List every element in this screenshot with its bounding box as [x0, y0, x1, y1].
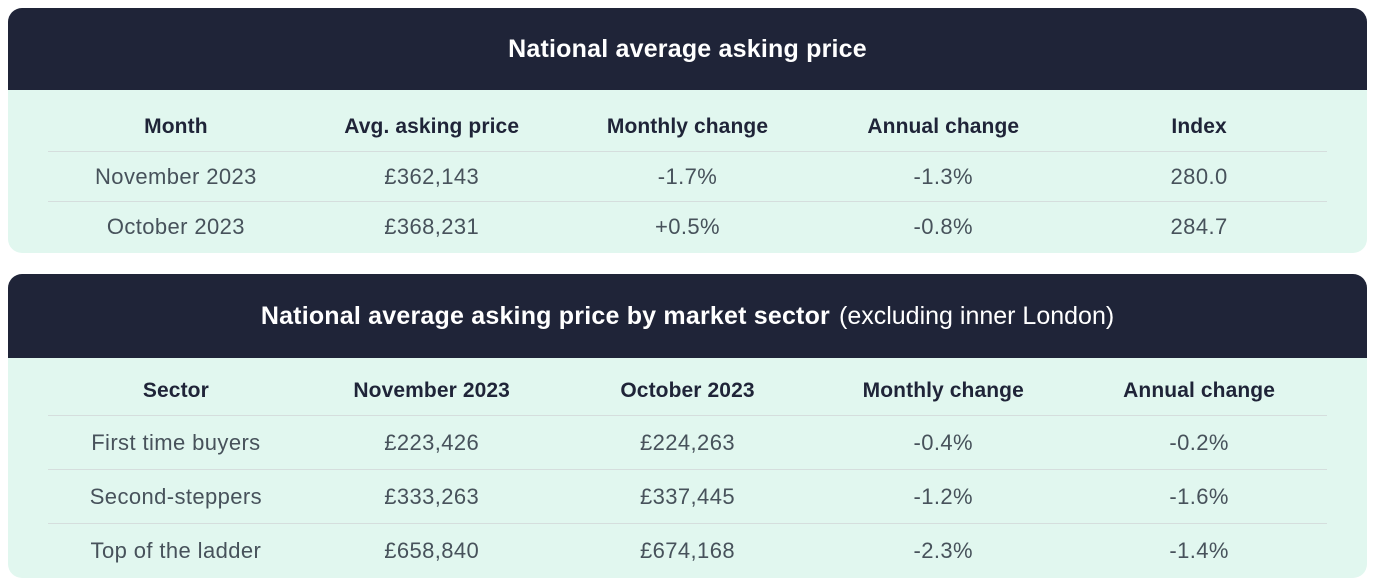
table-cell: 280.0 — [1170, 163, 1228, 189]
table-cell: -1.6% — [1169, 483, 1229, 509]
table-cell: £224,263 — [640, 429, 735, 455]
column-header: Annual change — [867, 114, 1020, 138]
table-row: First time buyers £223,426 £224,263 -0.4% -0… — [48, 416, 1327, 470]
table-cell: -1.3% — [913, 163, 974, 189]
table-cell: Top of the ladder — [90, 538, 262, 563]
table-cell: £337,445 — [640, 483, 735, 509]
table-rows: First time buyers £223,426 £224,263 -0.4% -0… — [48, 416, 1327, 578]
table-cell: Second-steppers — [89, 483, 263, 509]
table-title: National average asking price by market … — [260, 301, 830, 330]
table-row: October 2023 £368,231 +0.5% -0.8% 284.7 — [48, 202, 1327, 252]
table-title-bar: National average asking price — [8, 8, 1367, 90]
table-cell: October 2023 — [106, 214, 245, 239]
table-header-row: Sector November 2023 October 2023 Monthly c… — [48, 366, 1327, 416]
table-cell: 284.7 — [1170, 214, 1228, 239]
table-title-bar: National average asking price by market … — [8, 274, 1367, 358]
column-header: Monthly change — [606, 114, 769, 138]
table-cell: -2.3% — [913, 538, 974, 563]
table-cell: -1.4% — [1169, 538, 1229, 563]
table-cell: -1.7% — [657, 163, 718, 189]
table-rows: November 2023 £362,143 -1.7% -1.3% 280.0 Octo… — [48, 152, 1327, 252]
table-cell: -0.2% — [1169, 429, 1229, 455]
column-header: Month — [144, 114, 208, 138]
table-cell: £658,840 — [384, 538, 480, 563]
table-body: Sector November 2023 October 2023 Monthly c… — [8, 358, 1367, 578]
column-header: Index — [1171, 114, 1227, 138]
column-header: Monthly change — [862, 378, 1024, 402]
table-title-suffix: (excluding inner London) — [839, 301, 1115, 330]
table-header-row: Month Avg. asking price Monthly change Annu… — [48, 102, 1327, 152]
national-average-asking-price-card: National average asking price Month Avg. … — [8, 8, 1367, 253]
column-header: Annual change — [1123, 378, 1275, 402]
table-title: National average asking price — [508, 34, 867, 63]
table-cell: -0.8% — [913, 214, 974, 239]
column-header: Avg. asking price — [344, 114, 520, 138]
table-cell: -0.4% — [913, 429, 974, 455]
table-cell: First time buyers — [91, 429, 261, 455]
table-row: Second-steppers £333,263 £337,445 -1.2% -1.6… — [48, 470, 1327, 524]
table-cell: November 2023 — [95, 163, 257, 189]
table-cell: +0.5% — [654, 214, 720, 239]
card-spacer — [8, 253, 1367, 274]
table-body: Month Avg. asking price Monthly change Annu… — [8, 90, 1367, 253]
table-cell: £674,168 — [640, 538, 735, 563]
table-cell: £333,263 — [384, 483, 480, 509]
market-sector-asking-price-card: National average asking price by market … — [8, 274, 1367, 578]
table-cell: £368,231 — [384, 214, 480, 239]
table-row: November 2023 £362,143 -1.7% -1.3% 280.0 — [48, 152, 1327, 202]
column-header: Sector — [142, 378, 209, 402]
table-row: Top of the ladder £658,840 £674,168 -2.3% -1… — [48, 524, 1327, 578]
table-cell: £223,426 — [384, 429, 480, 455]
table-cell: £362,143 — [384, 163, 480, 189]
table-cell: -1.2% — [913, 483, 974, 509]
column-header: October 2023 — [620, 378, 755, 402]
column-header: November 2023 — [353, 378, 510, 402]
